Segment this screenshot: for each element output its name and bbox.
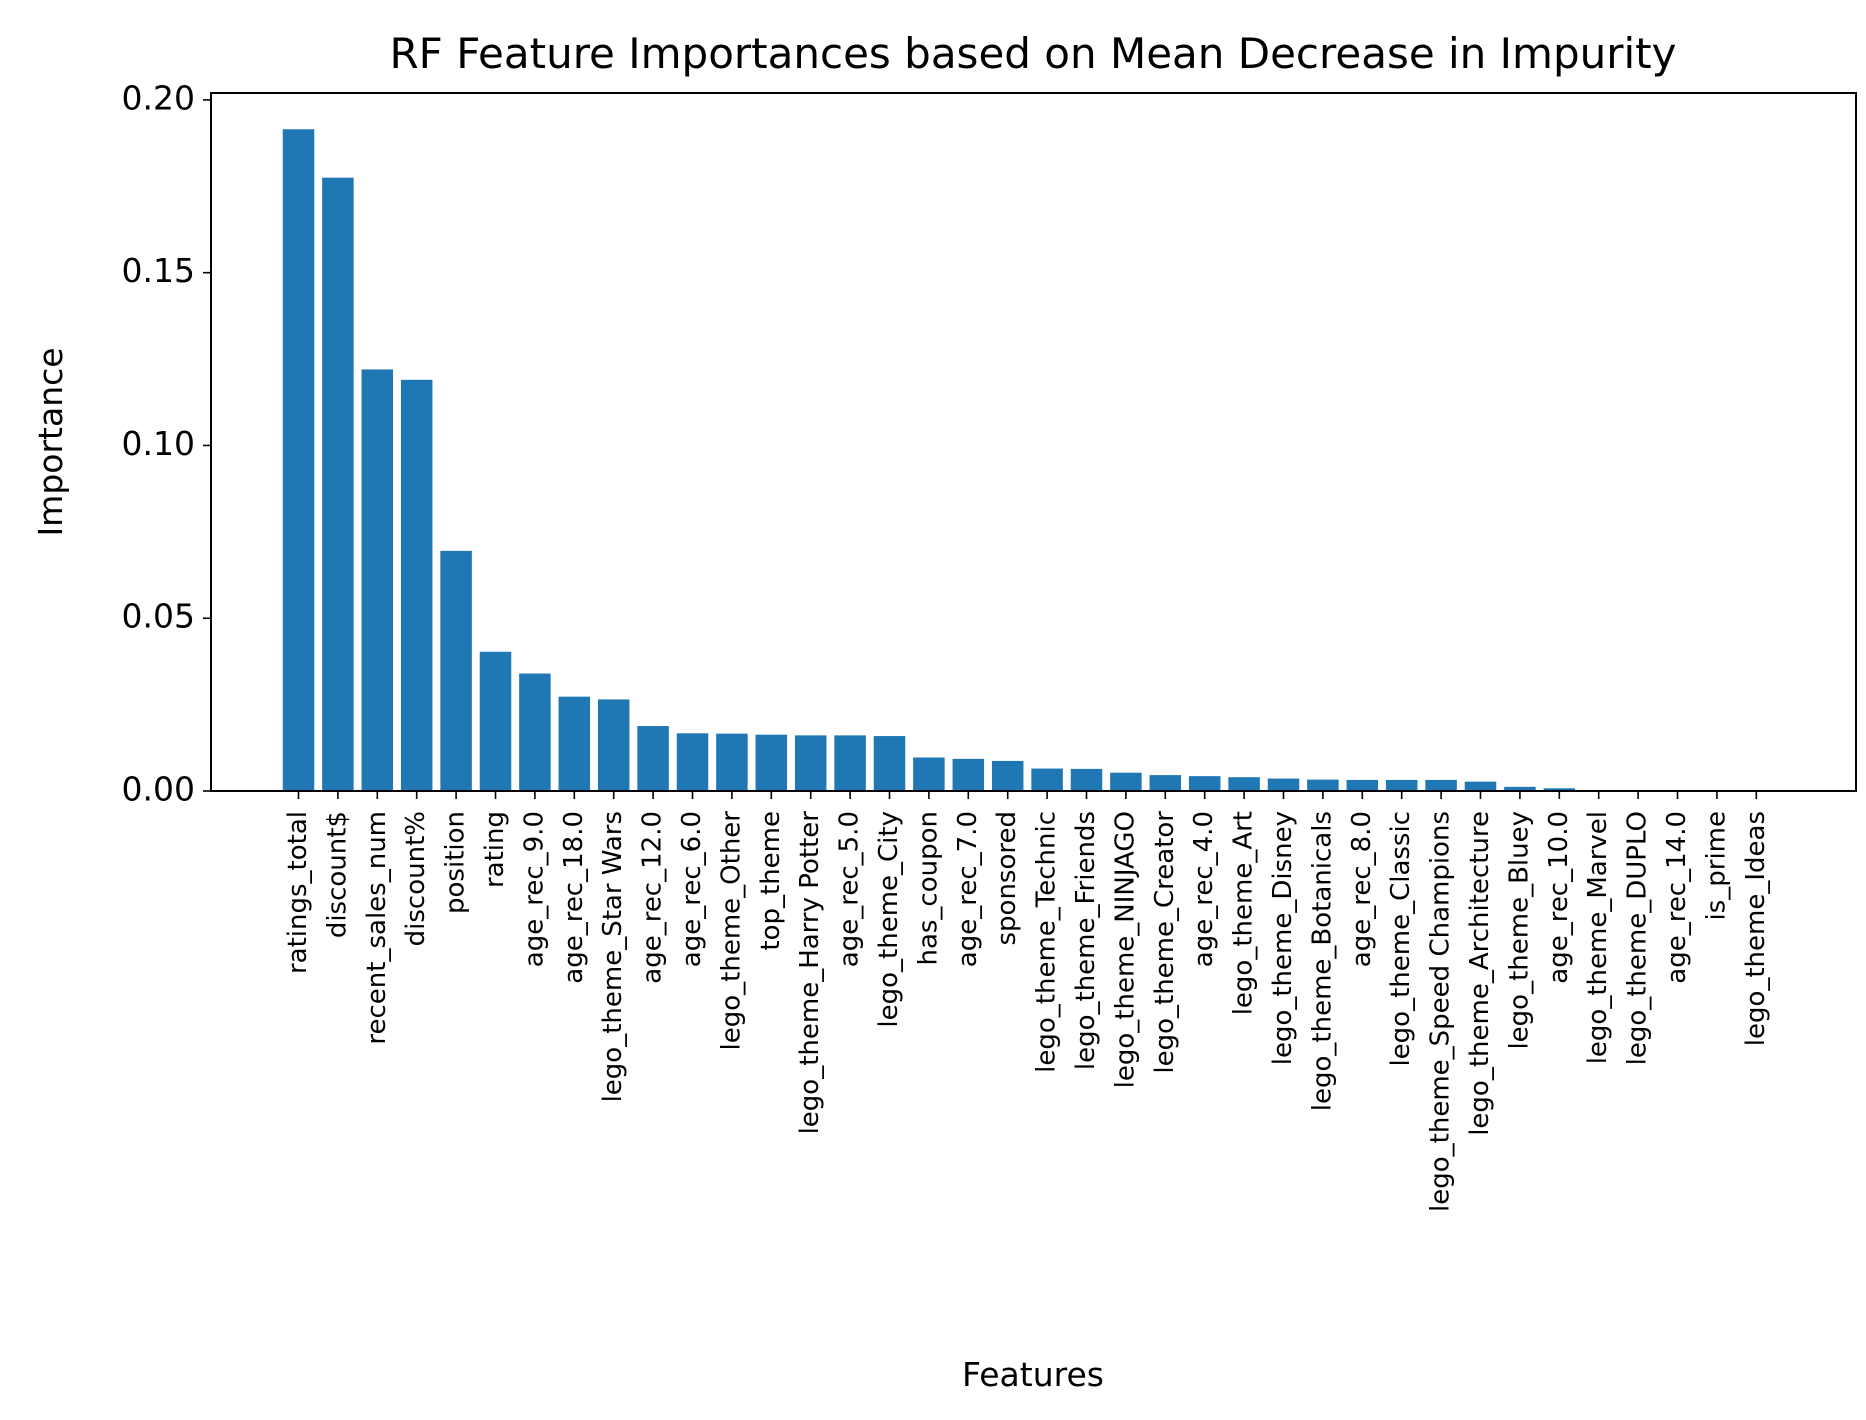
x-axis-ticks: ratings_total discount$ recent_sales_num di… <box>283 791 1771 1212</box>
bar-28 <box>1386 780 1418 791</box>
bar-17 <box>953 759 985 791</box>
bar-0 <box>283 129 315 791</box>
x-tick-label-13: lego_theme_Harry Potter <box>795 811 825 1135</box>
bar-5 <box>480 652 512 791</box>
x-tick-label-12: top_theme <box>756 811 786 951</box>
x-tick-label-18: sponsored <box>992 811 1022 946</box>
bar-18 <box>992 761 1024 791</box>
x-tick-label-23: age_rec_4.0 <box>1189 811 1219 967</box>
x-tick-label-17: age_rec_7.0 <box>953 811 983 967</box>
x-tick-label-26: lego_theme_Botanicals <box>1307 811 1337 1111</box>
x-tick-label-34: lego_theme_DUPLO <box>1623 811 1653 1065</box>
x-tick-label-27: age_rec_8.0 <box>1347 811 1377 967</box>
x-tick-label-0: ratings_total <box>283 811 313 974</box>
x-tick-label-33: lego_theme_Marvel <box>1583 811 1613 1064</box>
x-tick-label-4: position <box>441 811 471 914</box>
bar-13 <box>795 735 827 791</box>
bar-7 <box>559 697 591 791</box>
bar-2 <box>362 369 394 791</box>
y-axis-ticks: 0.00 0.05 0.10 0.15 0.20 <box>122 78 211 808</box>
x-tick-label-20: lego_theme_Friends <box>1071 811 1101 1070</box>
bar-12 <box>756 735 788 791</box>
bar-1 <box>322 178 354 791</box>
x-tick-label-31: lego_theme_Bluey <box>1504 811 1534 1050</box>
x-tick-label-30: lego_theme_Architecture <box>1465 811 1495 1136</box>
bar-3 <box>401 380 433 791</box>
x-tick-label-1: discount$ <box>322 811 352 938</box>
bar-16 <box>913 757 945 791</box>
x-tick-label-9: age_rec_12.0 <box>638 811 668 984</box>
y-tick-label-3: 0.15 <box>122 251 195 290</box>
bar-20 <box>1071 769 1103 791</box>
bar-9 <box>637 726 669 791</box>
x-tick-label-2: recent_sales_num <box>362 811 392 1045</box>
x-tick-label-21: lego_theme_NINJAGO <box>1110 811 1140 1088</box>
x-tick-label-32: age_rec_10.0 <box>1544 811 1574 984</box>
y-tick-label-2: 0.10 <box>122 424 195 463</box>
bar-10 <box>677 733 709 791</box>
bar-22 <box>1150 775 1182 791</box>
x-tick-label-16: has_coupon <box>913 811 943 966</box>
bar-6 <box>519 674 551 791</box>
bar-19 <box>1031 769 1063 791</box>
bar-26 <box>1307 780 1339 791</box>
bar-30 <box>1465 782 1497 791</box>
x-axis-label: Features <box>962 1355 1104 1394</box>
x-tick-label-15: lego_theme_City <box>874 811 904 1028</box>
x-tick-label-36: is_prime <box>1701 811 1731 921</box>
bar-25 <box>1268 779 1300 791</box>
x-tick-label-8: lego_theme_Star Wars <box>598 811 628 1102</box>
x-tick-label-7: age_rec_18.0 <box>559 811 589 984</box>
bar-21 <box>1110 773 1142 791</box>
bar-8 <box>598 699 630 791</box>
x-tick-label-19: lego_theme_Technic <box>1032 811 1062 1073</box>
y-tick-label-1: 0.05 <box>122 597 195 636</box>
y-tick-label-4: 0.20 <box>122 78 195 117</box>
x-tick-label-22: lego_theme_Creator <box>1150 811 1180 1074</box>
x-tick-label-5: rating <box>480 811 510 888</box>
x-tick-label-14: age_rec_5.0 <box>835 811 865 967</box>
y-tick-label-0: 0.00 <box>122 770 195 809</box>
x-tick-label-11: lego_theme_Other <box>716 811 746 1051</box>
chart-title: RF Feature Importances based on Mean Dec… <box>390 29 1677 78</box>
bar-27 <box>1347 780 1379 791</box>
x-tick-label-10: age_rec_6.0 <box>677 811 707 967</box>
x-tick-label-28: lego_theme_Classic <box>1386 811 1416 1067</box>
x-tick-label-25: lego_theme_Disney <box>1268 811 1298 1065</box>
x-tick-label-6: age_rec_9.0 <box>519 811 549 967</box>
bar-11 <box>716 734 748 791</box>
y-axis-label: Importance <box>31 347 70 536</box>
x-tick-label-35: age_rec_14.0 <box>1662 811 1692 984</box>
bar-4 <box>440 551 472 791</box>
bar-24 <box>1228 777 1260 791</box>
x-tick-label-29: lego_theme_Speed Champions <box>1426 811 1456 1212</box>
bar-29 <box>1425 780 1457 791</box>
bar-23 <box>1189 776 1221 791</box>
bar-14 <box>834 735 866 791</box>
bar-15 <box>874 736 906 791</box>
x-tick-label-37: lego_theme_Ideas <box>1741 811 1771 1046</box>
x-tick-label-3: discount% <box>401 811 431 946</box>
x-tick-label-24: lego_theme_Art <box>1229 811 1259 1015</box>
bars-layer <box>283 129 1772 791</box>
